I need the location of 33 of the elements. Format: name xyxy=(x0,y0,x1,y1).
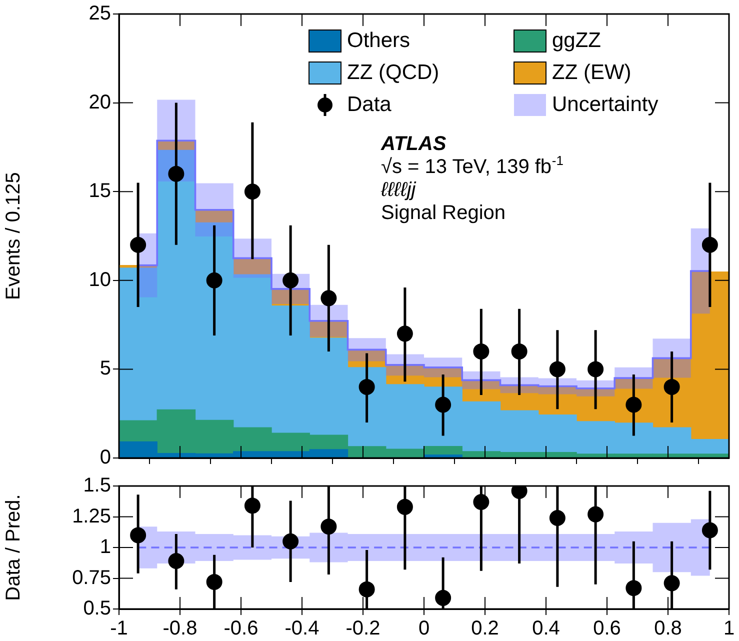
x-tick-label: -0.8 xyxy=(162,618,198,640)
legend-label: ZZ (EW) xyxy=(552,60,632,84)
y-tick-label: 1.5 xyxy=(83,474,111,497)
x-tick-label: 0.2 xyxy=(471,618,499,640)
y-tick-label: 0 xyxy=(100,446,111,469)
legend-label: Data xyxy=(347,92,392,116)
annotation: ATLAS xyxy=(380,133,447,155)
y-axis-title: Data / Pred. xyxy=(2,494,25,601)
x-tick-label: 0.6 xyxy=(593,618,621,640)
x-tick-label: 0.8 xyxy=(654,618,682,640)
x-tick-label: 1 xyxy=(723,618,735,640)
y-axis-title: Events / 0.125 xyxy=(2,172,25,300)
legend-label: ggZZ xyxy=(552,28,602,52)
annotation: ℓℓℓℓjj xyxy=(380,179,416,201)
y-tick-label: 1.25 xyxy=(72,505,111,528)
legend-label: ZZ (QCD) xyxy=(347,60,440,84)
x-tick-label: -0.2 xyxy=(346,618,380,640)
x-tick-label: 0.4 xyxy=(532,618,560,640)
x-tick-label: -1 xyxy=(110,618,128,640)
legend-label: Uncertainty xyxy=(552,92,659,116)
y-tick-label: 15 xyxy=(88,180,111,202)
y-tick-label: 0.5 xyxy=(83,598,111,620)
x-tick-label: 0 xyxy=(418,618,430,640)
legend-label: Others xyxy=(347,28,410,52)
annotation: Signal Region xyxy=(381,202,506,224)
y-tick-label: 1 xyxy=(100,536,111,558)
y-tick-label: 20 xyxy=(88,91,111,114)
y-tick-label: 0.75 xyxy=(72,566,111,589)
y-tick-label: 25 xyxy=(88,2,111,25)
y-tick-label: 10 xyxy=(88,268,111,291)
y-tick-label: 5 xyxy=(100,358,111,380)
x-tick-label: -0.6 xyxy=(224,618,258,640)
x-tick-label: -0.4 xyxy=(284,618,320,640)
